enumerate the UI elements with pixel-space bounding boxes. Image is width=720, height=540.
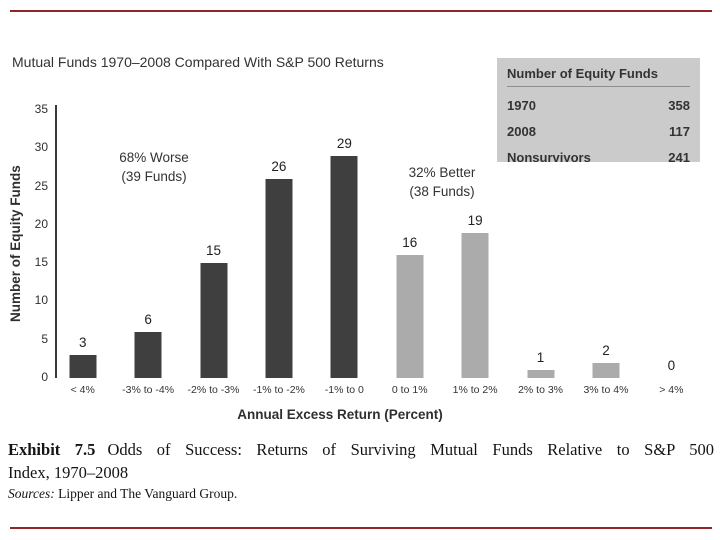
bar-value-label: 29 [336, 136, 352, 151]
exhibit-caption: Exhibit 7.5 Odds of Success: Returns of S… [8, 438, 714, 502]
y-tick-label: 20 [34, 216, 48, 231]
y-tick-label: 0 [41, 370, 48, 384]
bar-slot: 6 [115, 110, 180, 378]
x-axis-tick-labels: < 4% -3% to -4% -2% to -3% -1% to -2% -1% to… [50, 384, 704, 396]
caption-line1: Exhibit 7.5 Odds of Success: Returns of S… [8, 438, 714, 461]
bar [200, 263, 228, 378]
bar-slot: 29 [312, 110, 377, 378]
bar-value-label: 26 [271, 159, 287, 174]
annotation-better-line1: 32% Better [408, 165, 476, 180]
bar-slot: 15 [181, 110, 246, 378]
x-axis-title: Annual Excess Return (Percent) [237, 407, 443, 422]
bar-slot: 1 [508, 110, 573, 378]
y-tick-label: 5 [41, 331, 48, 346]
exhibit-number: Exhibit 7.5 [8, 440, 96, 459]
annotation-better: 32% Better (38 Funds) [383, 163, 501, 201]
y-tick-label: 30 [34, 140, 48, 155]
table-row-label: Nonsurvivors [507, 150, 591, 165]
bar-value-label: 0 [667, 358, 676, 373]
bar [592, 363, 620, 378]
bar [69, 355, 97, 378]
table-row: 1970 358 [507, 98, 690, 113]
bar-value-label: 6 [144, 312, 152, 327]
annotation-worse: 68% Worse (39 Funds) [88, 148, 220, 186]
x-tick-label: -1% to 0 [324, 384, 364, 396]
y-tick-label: 15 [34, 255, 48, 270]
bar-slot: 16 [377, 110, 442, 378]
bar [527, 370, 555, 378]
bar [330, 156, 358, 378]
equity-funds-table-rows: 1970 358 2008 117 Nonsurvivors 241 [507, 98, 690, 165]
bottom-accent-rule [10, 527, 712, 529]
x-tick-label: -2% to -3% [187, 384, 240, 396]
x-tick-label: 0 to 1% [391, 384, 428, 396]
table-row: Nonsurvivors 241 [507, 150, 690, 165]
caption-title-line1: Odds of Success: Returns of Surviving Mu… [107, 440, 714, 459]
annotation-worse-line2: (39 Funds) [121, 169, 187, 184]
bar-value-label: 15 [206, 243, 222, 258]
y-axis-line [55, 105, 57, 378]
y-tick-label: 25 [34, 178, 48, 193]
bar-value-label: 1 [536, 350, 545, 365]
bar-value-label: 3 [78, 335, 87, 350]
bar-plot-area: 3 6 15 26 29 16 19 1 2 0 [50, 110, 704, 378]
x-tick-label: 2% to 3% [518, 384, 564, 396]
table-row-value: 117 [669, 124, 690, 139]
bar [134, 332, 162, 378]
annotation-better-line2: (38 Funds) [409, 184, 475, 199]
bar-slot: 26 [246, 110, 311, 378]
x-tick-label: -3% to -4% [122, 384, 175, 396]
table-row-label: 1970 [507, 98, 536, 113]
table-row-value: 358 [668, 98, 690, 113]
equity-funds-table-header: Number of Equity Funds [507, 63, 690, 87]
equity-funds-table: Number of Equity Funds 1970 358 2008 117 Non… [497, 58, 700, 165]
bar [396, 255, 424, 378]
bar-value-label: 19 [467, 213, 483, 228]
table-row: 2008 117 [507, 124, 690, 139]
bar-slot: 2 [573, 110, 638, 378]
caption-sources: Sources: Lipper and The Vanguard Group. [8, 486, 714, 502]
bar-slot: 0 [639, 110, 704, 378]
chart-title: Mutual Funds 1970–2008 Compared With S&P… [12, 54, 384, 70]
bar [461, 233, 489, 378]
x-tick-label: 3% to 4% [583, 384, 629, 396]
bar-slot: 3 [50, 110, 115, 378]
x-tick-label: 1% to 2% [452, 384, 498, 396]
y-tick-label: 10 [34, 293, 48, 308]
caption-line2: Index, 1970–2008 [8, 463, 129, 482]
bar-value-label: 16 [402, 235, 418, 250]
annotation-worse-line1: 68% Worse [119, 150, 189, 165]
x-tick-label: > 4% [659, 384, 684, 396]
sources-label: Sources: [8, 486, 55, 501]
bar-slot: 19 [442, 110, 507, 378]
sources-text: Lipper and The Vanguard Group. [58, 486, 238, 501]
table-row-value: 241 [668, 150, 690, 165]
x-tick-label: < 4% [70, 384, 95, 396]
bar-value-label: 2 [602, 343, 610, 358]
x-tick-label: -1% to -2% [252, 384, 305, 396]
top-accent-rule [10, 10, 712, 12]
table-row-label: 2008 [507, 124, 536, 139]
bar [265, 179, 293, 378]
y-tick-label: 35 [34, 102, 48, 116]
